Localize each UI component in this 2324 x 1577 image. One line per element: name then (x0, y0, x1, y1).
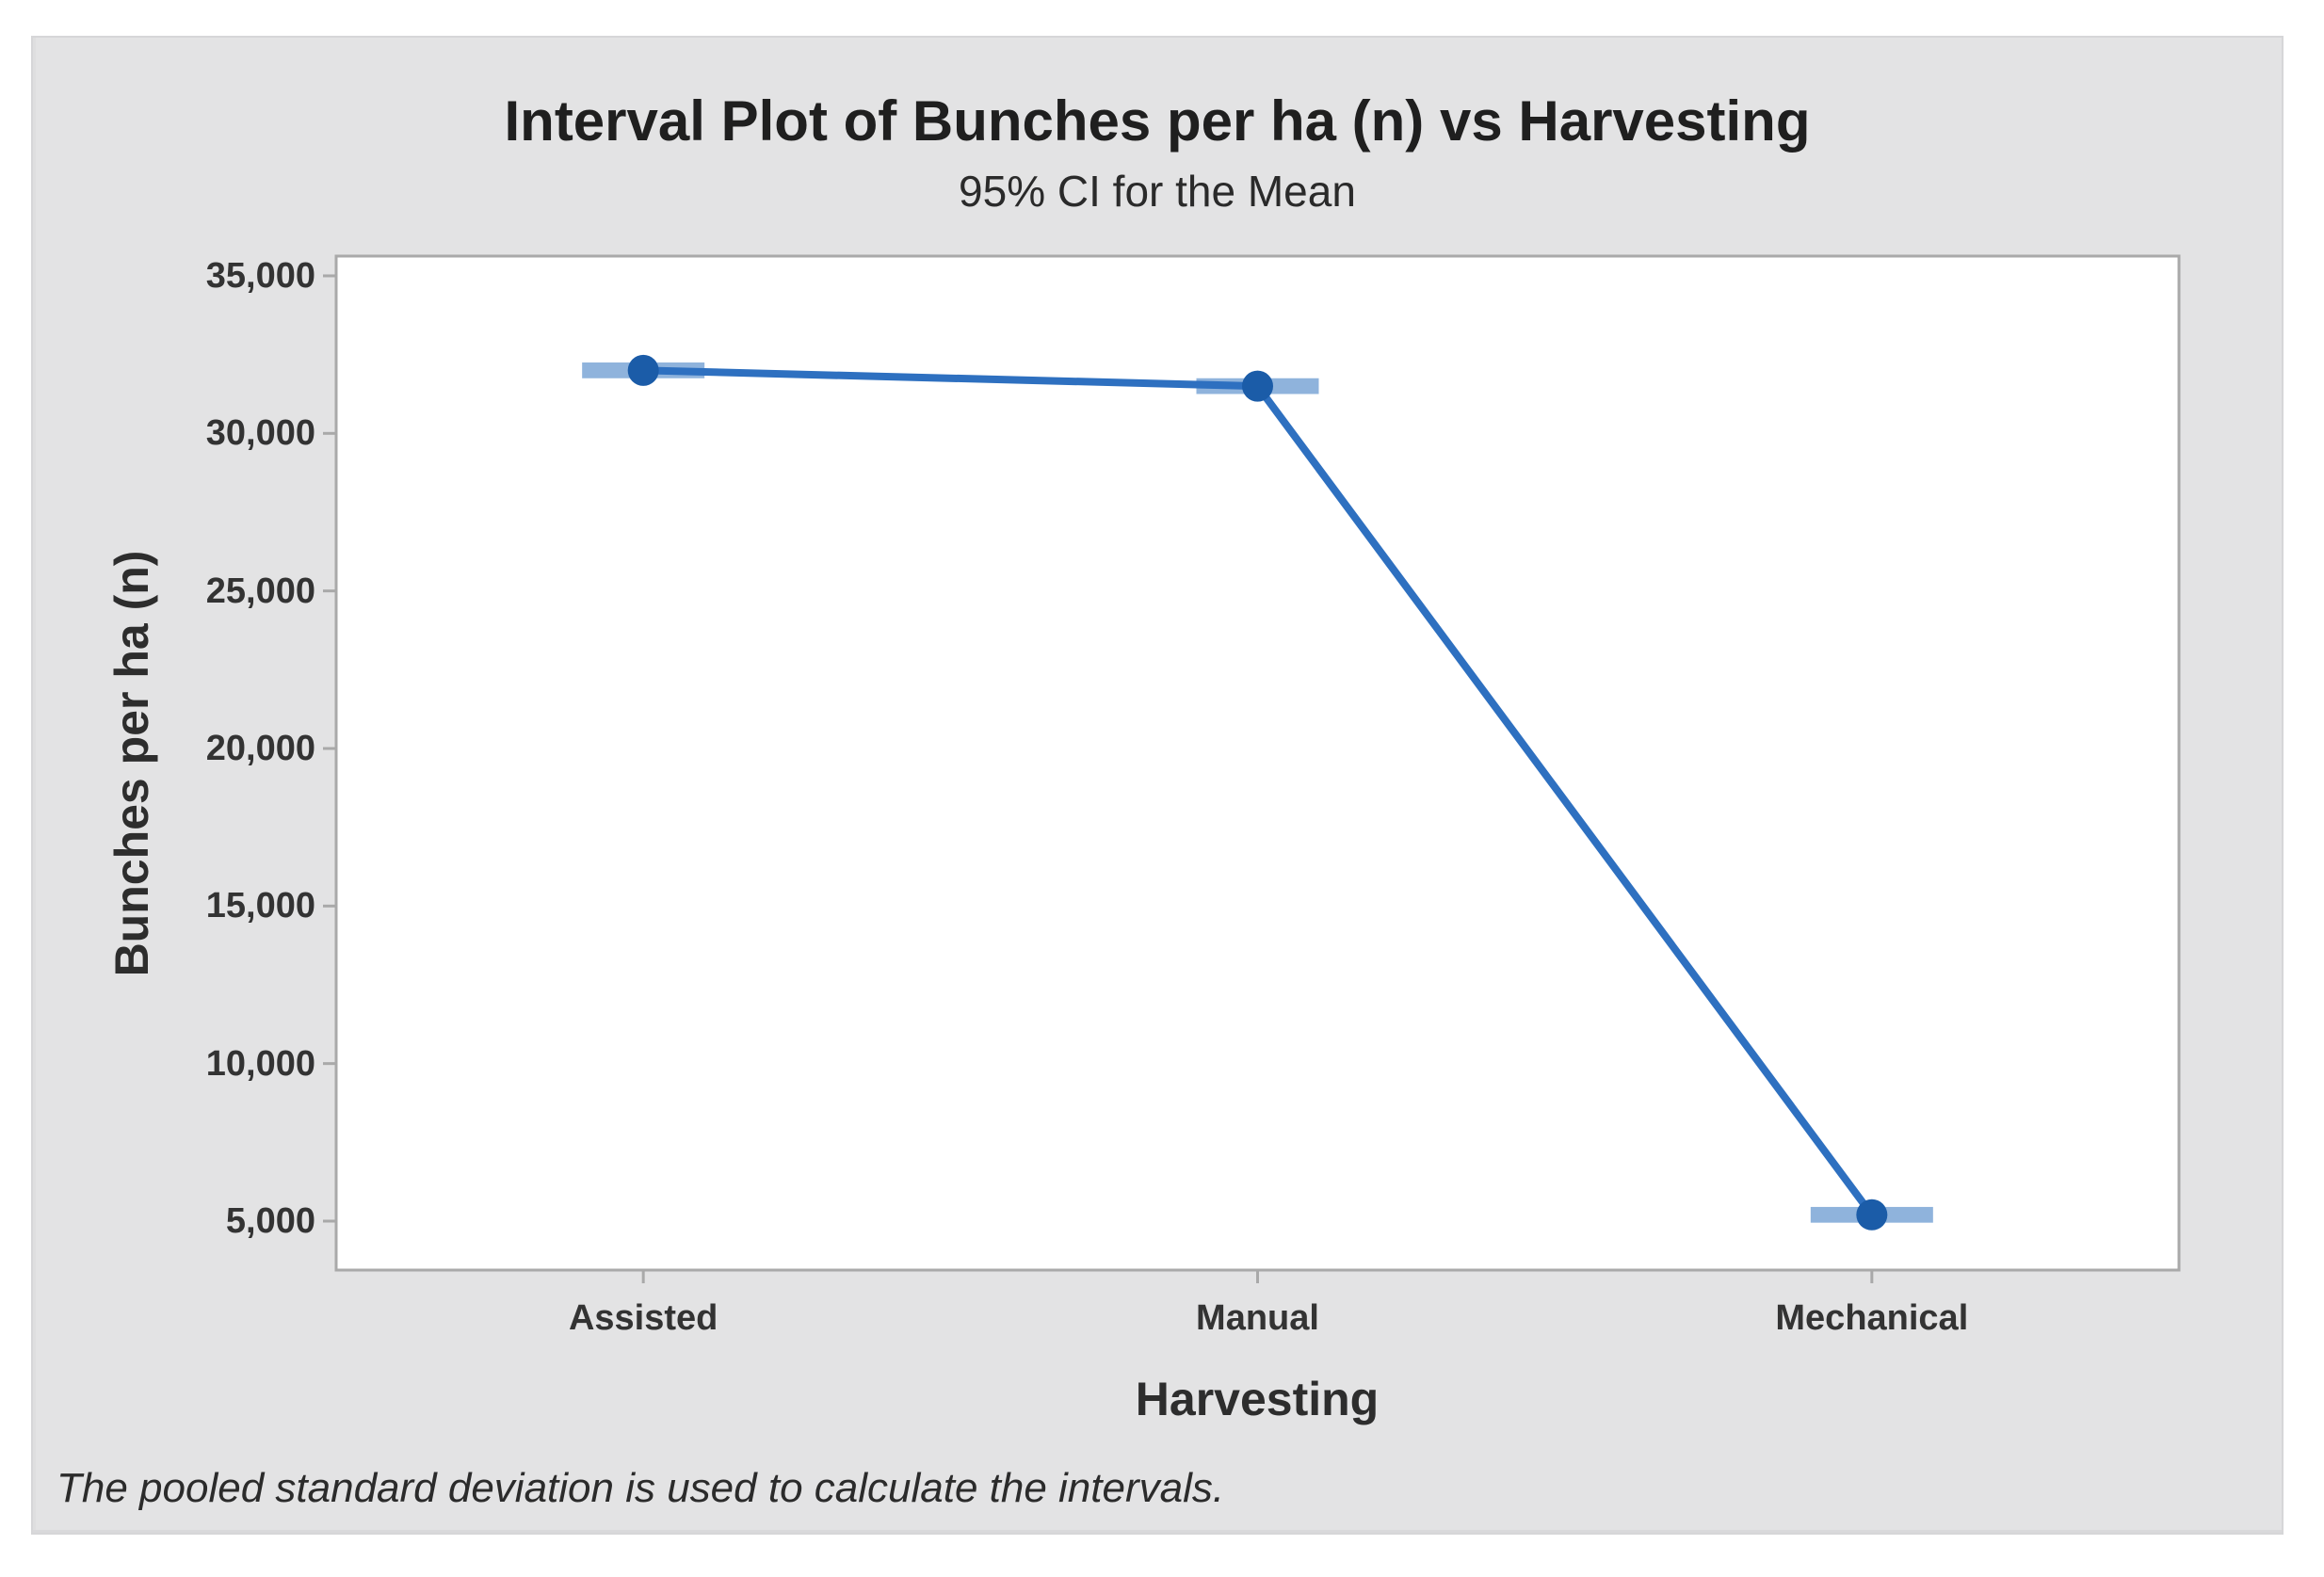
mean-marker (1242, 370, 1273, 402)
plot-svg (323, 254, 2181, 1283)
y-tick-label: 30,000 (205, 413, 315, 454)
chart-title: Interval Plot of Bunches per ha (n) vs H… (504, 89, 1811, 153)
chart-footnote: The pooled standard deviation is used to… (56, 1465, 1225, 1511)
plot-area (33, 38, 2285, 1537)
x-category-label: Mechanical (1775, 1298, 1969, 1338)
x-category-label: Assisted (568, 1298, 718, 1338)
x-axis-title: Harvesting (1135, 1373, 1380, 1425)
y-tick-label: 10,000 (205, 1043, 315, 1084)
y-tick-label: 15,000 (205, 886, 315, 926)
mean-marker (627, 354, 659, 386)
x-category-label: Manual (1196, 1298, 1319, 1338)
mean-marker (1856, 1199, 1888, 1231)
plot-frame (334, 254, 2181, 1272)
y-tick-label: 35,000 (205, 255, 315, 296)
chart-panel: Interval Plot of Bunches per ha (n) vs H… (31, 36, 2284, 1535)
y-tick-label: 20,000 (205, 728, 315, 768)
y-tick-label: 5,000 (225, 1200, 315, 1241)
y-tick-label: 25,000 (205, 571, 315, 611)
y-axis-title: Bunches per ha (n) (105, 550, 158, 977)
chart-subtitle: 95% CI for the Mean (959, 167, 1356, 216)
